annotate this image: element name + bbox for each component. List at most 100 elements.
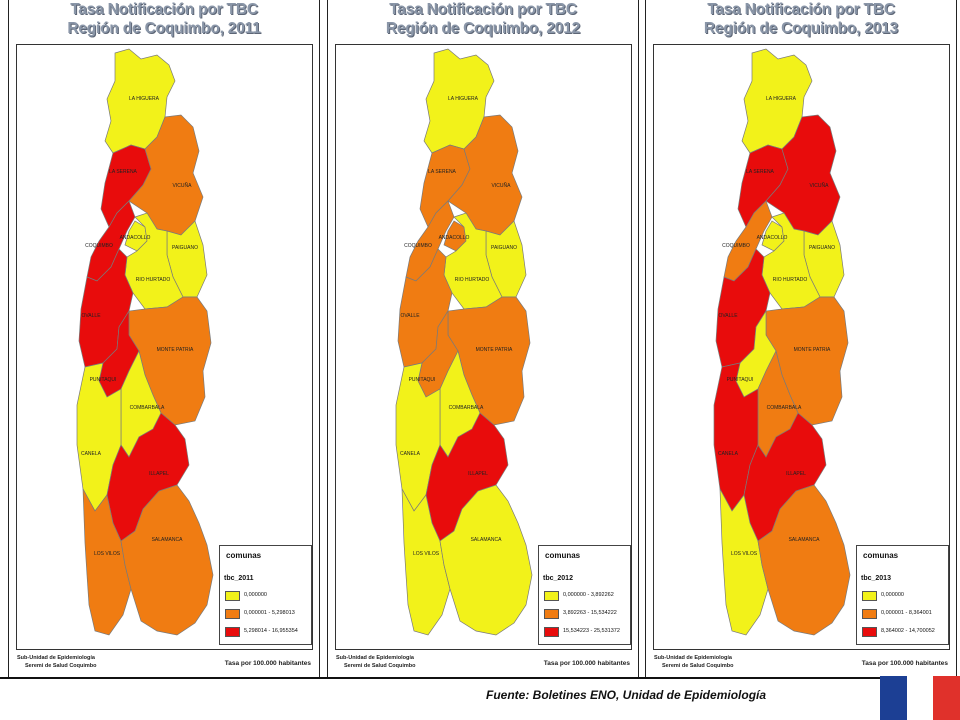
- choropleth-map: LA HIGUERA LA SERENA VICUÑA COQUIMBO ANDACOL…: [76, 48, 214, 636]
- legend-swatch: [862, 627, 877, 637]
- comuna-label-punitaqui: PUNITAQUI: [409, 377, 436, 383]
- map-legend: comunas tbc_2011 0,000000 0,000001 - 5,2…: [219, 545, 312, 645]
- comuna-label-ovalle: OVALLE: [400, 313, 420, 319]
- comuna-label-paiguano: PAIGUANO: [809, 245, 835, 251]
- footer-org-line1: Sub-Unidad de Epidemiología: [654, 655, 732, 661]
- comuna-label-combarbala: COMBARBALA: [449, 405, 484, 411]
- comuna-label-punitaqui: PUNITAQUI: [90, 377, 117, 383]
- map-title-line2: Región de Coquimbo, 2013: [703, 20, 899, 37]
- map-title-line2: Región de Coquimbo, 2012: [385, 20, 581, 37]
- comuna-label-coquimbo: COQUIMBO: [722, 243, 750, 249]
- comuna-label-los-vilos: LOS VILOS: [94, 551, 121, 557]
- choropleth-map: LA HIGUERA LA SERENA VICUÑA COQUIMBO ANDACOL…: [713, 48, 851, 636]
- footer-org: Sub-Unidad de Epidemiología Seremi de Sa…: [336, 654, 416, 670]
- footer-org-line1: Sub-Unidad de Epidemiología: [17, 655, 95, 661]
- map-panel-2013: Tasa Notificación por TBC Región de Coqu…: [645, 0, 957, 677]
- legend-item-high: 8,364002 - 14,700052: [862, 627, 948, 640]
- legend-item-high: 5,298014 - 16,955354: [225, 627, 311, 640]
- legend-swatch: [225, 609, 240, 619]
- comuna-label-andacollo: ANDACOLLO: [120, 235, 151, 241]
- comuna-label-paiguano: PAIGUANO: [491, 245, 517, 251]
- flag-white-band: [907, 676, 933, 720]
- comuna-label-ovalle: OVALLE: [718, 313, 738, 319]
- legend-label: 15,534223 - 25,531372: [563, 628, 620, 634]
- comuna-label-vicuna: VICUÑA: [492, 182, 512, 189]
- comuna-label-monte-patria: MONTE PATRIA: [157, 347, 194, 353]
- legend-swatch: [544, 591, 559, 601]
- legend-label: 0,000000 - 3,892262: [563, 592, 614, 598]
- comuna-label-rio-hurtado: RIO HURTADO: [773, 277, 808, 283]
- map-title-line1: Tasa Notificación por TBC: [389, 1, 577, 18]
- comuna-label-illapel: ILLAPEL: [786, 471, 806, 477]
- comuna-label-salamanca: SALAMANCA: [789, 537, 821, 543]
- comuna-label-monte-patria: MONTE PATRIA: [476, 347, 513, 353]
- comuna-label-rio-hurtado: RIO HURTADO: [455, 277, 490, 283]
- map-title-line1: Tasa Notificación por TBC: [707, 1, 895, 18]
- footer-org-line2: Seremi de Salud Coquimbo: [25, 663, 97, 669]
- comuna-label-vicuna: VICUÑA: [173, 182, 193, 189]
- comuna-label-ovalle: OVALLE: [81, 313, 101, 319]
- chile-flag-logo: [880, 676, 960, 720]
- comuna-label-punitaqui: PUNITAQUI: [727, 377, 754, 383]
- legend-item-low: 0,000000: [862, 591, 948, 604]
- comuna-los-vilos: [719, 488, 769, 636]
- comuna-label-rio-hurtado: RIO HURTADO: [136, 277, 171, 283]
- map-title-line2: Región de Coquimbo, 2011: [67, 20, 261, 37]
- comuna-salamanca: [439, 484, 533, 636]
- map-title: Tasa Notificación por TBC Región de Coqu…: [328, 0, 638, 38]
- footer-rate: Tasa por 100.000 habitantes: [543, 660, 630, 667]
- comuna-label-los-vilos: LOS VILOS: [413, 551, 440, 557]
- legend-field: tbc_2011: [224, 575, 254, 582]
- comuna-label-la-higuera: LA HIGUERA: [766, 96, 797, 102]
- legend-label: 0,000000: [244, 592, 267, 598]
- comuna-label-salamanca: SALAMANCA: [152, 537, 184, 543]
- legend-swatch: [544, 609, 559, 619]
- legend-swatch: [862, 591, 877, 601]
- legend-swatch: [225, 591, 240, 601]
- legend-label: 0,000001 - 8,364001: [881, 610, 932, 616]
- legend-field: tbc_2012: [543, 575, 573, 582]
- footer-org-line2: Seremi de Salud Coquimbo: [662, 663, 734, 669]
- map-legend: comunas tbc_2012 0,000000 - 3,892262 3,8…: [538, 545, 631, 645]
- map-frame: LA HIGUERA LA SERENA VICUÑA COQUIMBO ANDACOL…: [335, 44, 632, 650]
- flag-blue-band: [880, 676, 907, 720]
- comuna-label-andacollo: ANDACOLLO: [757, 235, 788, 241]
- comuna-label-la-serena: LA SERENA: [746, 169, 774, 175]
- legend-item-low: 0,000000 - 3,892262: [544, 591, 630, 604]
- comuna-label-salamanca: SALAMANCA: [471, 537, 503, 543]
- comuna-los-vilos: [82, 488, 132, 636]
- map-frame: LA HIGUERA LA SERENA VICUÑA COQUIMBO ANDACOL…: [16, 44, 313, 650]
- comuna-label-canela: CANELA: [718, 451, 739, 457]
- comuna-label-la-serena: LA SERENA: [428, 169, 456, 175]
- choropleth-map: LA HIGUERA LA SERENA VICUÑA COQUIMBO ANDACOL…: [395, 48, 533, 636]
- map-panel-2011: Tasa Notificación por TBC Región de Coqu…: [8, 0, 320, 677]
- comuna-label-los-vilos: LOS VILOS: [731, 551, 758, 557]
- comuna-label-illapel: ILLAPEL: [468, 471, 488, 477]
- legend-title: comunas: [226, 551, 262, 560]
- comuna-label-la-higuera: LA HIGUERA: [129, 96, 160, 102]
- legend-item-mid: 0,000001 - 8,364001: [862, 609, 948, 622]
- bottom-divider: [0, 677, 960, 679]
- legend-item-mid: 0,000001 - 5,298013: [225, 609, 311, 622]
- map-frame: LA HIGUERA LA SERENA VICUÑA COQUIMBO ANDACOL…: [653, 44, 950, 650]
- flag-red-band: [933, 676, 960, 720]
- legend-label: 3,892263 - 15,534222: [563, 610, 617, 616]
- map-title-line1: Tasa Notificación por TBC: [70, 1, 258, 18]
- comuna-salamanca: [757, 484, 851, 636]
- comuna-label-coquimbo: COQUIMBO: [404, 243, 432, 249]
- legend-label: 5,298014 - 16,955354: [244, 628, 298, 634]
- comuna-label-combarbala: COMBARBALA: [130, 405, 165, 411]
- legend-item-low: 0,000000: [225, 591, 311, 604]
- footer-org-line1: Sub-Unidad de Epidemiología: [336, 655, 414, 661]
- legend-title: comunas: [863, 551, 899, 560]
- comuna-label-andacollo: ANDACOLLO: [439, 235, 470, 241]
- comuna-label-paiguano: PAIGUANO: [172, 245, 198, 251]
- footer-org-line2: Seremi de Salud Coquimbo: [344, 663, 416, 669]
- footer-org: Sub-Unidad de Epidemiología Seremi de Sa…: [17, 654, 97, 670]
- comuna-label-canela: CANELA: [400, 451, 421, 457]
- legend-field: tbc_2013: [861, 575, 891, 582]
- comuna-label-canela: CANELA: [81, 451, 102, 457]
- legend-label: 8,364002 - 14,700052: [881, 628, 935, 634]
- footer-rate: Tasa por 100.000 habitantes: [861, 660, 948, 667]
- comuna-salamanca: [120, 484, 214, 636]
